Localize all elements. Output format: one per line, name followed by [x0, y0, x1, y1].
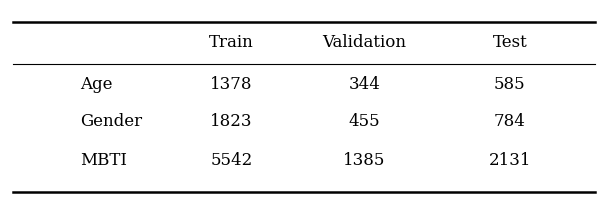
Text: 5542: 5542 [210, 152, 252, 169]
Text: 455: 455 [349, 113, 381, 130]
Text: 784: 784 [494, 113, 526, 130]
Text: 1823: 1823 [210, 113, 252, 130]
Text: Test: Test [492, 34, 527, 51]
Text: Train: Train [209, 34, 254, 51]
Text: Validation: Validation [322, 34, 407, 51]
Text: 344: 344 [348, 76, 381, 93]
Text: Gender: Gender [80, 113, 142, 130]
Text: 1378: 1378 [210, 76, 252, 93]
Text: 1385: 1385 [344, 152, 385, 169]
Text: 2131: 2131 [488, 152, 531, 169]
Text: Age: Age [80, 76, 112, 93]
Text: 585: 585 [494, 76, 525, 93]
Text: MBTI: MBTI [80, 152, 127, 169]
